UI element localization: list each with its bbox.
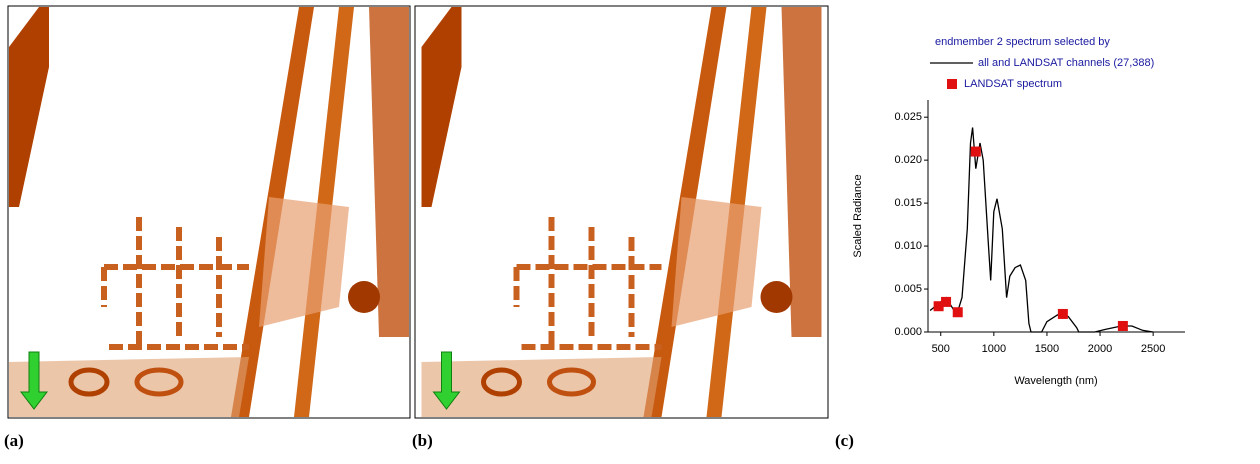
x-axis-label: Wavelength (nm) [1014, 375, 1097, 387]
legend-label: all and LANDSAT channels (27,388) [978, 57, 1154, 69]
landsat-point [971, 147, 981, 157]
y-axis-label: Scaled Radiance [852, 174, 864, 257]
y-tick-label: 0.005 [894, 283, 922, 295]
x-tick-label: 500 [932, 343, 950, 355]
landsat-point [941, 297, 951, 307]
y-tick-label: 0.010 [894, 240, 922, 252]
legend-label: LANDSAT spectrum [964, 78, 1062, 90]
landsat-point [1058, 309, 1068, 319]
aerial-image-a [9, 7, 409, 417]
panel-label: (c) [835, 431, 854, 450]
x-tick-label: 2000 [1088, 343, 1112, 355]
panel-label: (a) [4, 431, 24, 450]
x-tick-label: 1500 [1035, 343, 1059, 355]
spectrum-line [930, 128, 1153, 333]
landsat-point [953, 307, 963, 317]
aerial-image-b [422, 7, 822, 417]
chart-title: endmember 2 spectrum selected by [935, 36, 1110, 48]
y-tick-label: 0.025 [894, 111, 922, 123]
legend-marker [947, 79, 957, 89]
y-tick-label: 0.020 [894, 154, 922, 166]
page: {"panels": ["(a)", "(b)", "(c)"], "chart… [0, 0, 1260, 459]
figure: (a) (b) (c) endmember 2 spectrum selecte… [0, 0, 1260, 459]
y-tick-label: 0.015 [894, 197, 922, 209]
y-tick-label: 0.000 [894, 326, 922, 338]
landsat-point [1118, 321, 1128, 331]
x-tick-label: 2500 [1141, 343, 1165, 355]
panel-label: (b) [412, 431, 433, 450]
x-tick-label: 1000 [982, 343, 1006, 355]
